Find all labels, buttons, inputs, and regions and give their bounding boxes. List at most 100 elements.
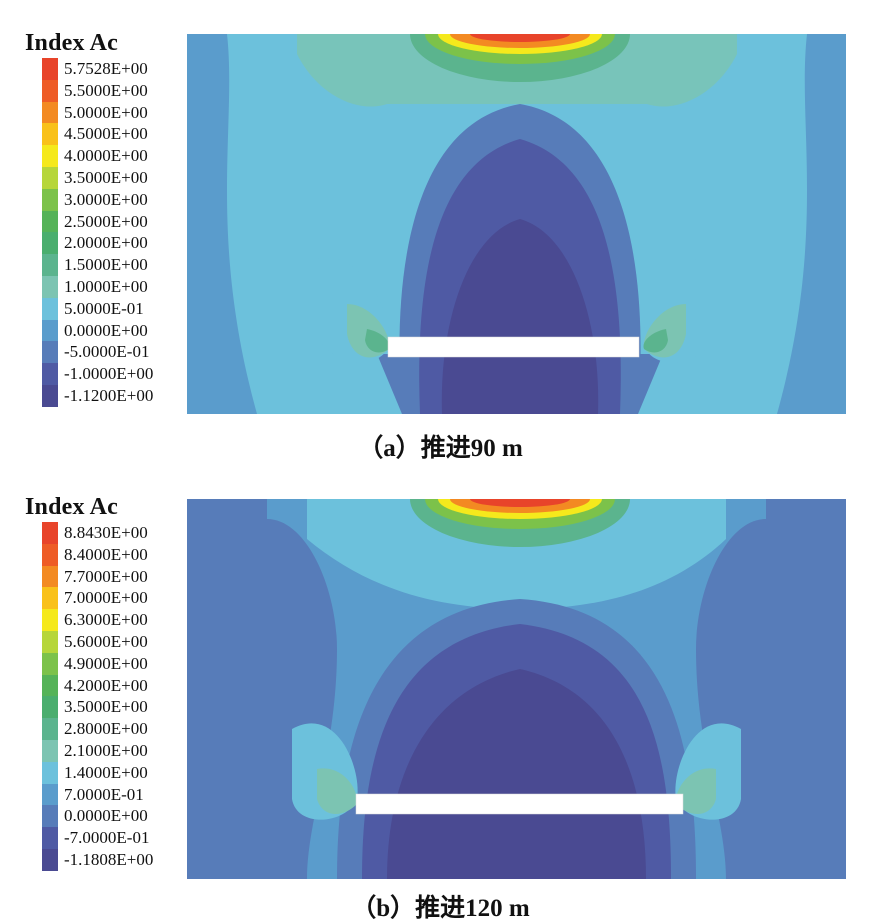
- legend-entry: 4.5000E+00: [42, 123, 192, 146]
- legend-label: 5.6000E+00: [64, 632, 148, 651]
- contour-peak-band-5: [470, 34, 570, 42]
- contour-lobe-right-inner: [675, 768, 716, 815]
- legend-entry: 5.0000E-01: [42, 297, 192, 320]
- panel-b: Index Ac 8.8430E+00 8.4000E+00 7.7000E+00 7…: [0, 462, 881, 924]
- legend-swatch: [42, 587, 58, 610]
- legend-entry: 4.9000E+00: [42, 652, 192, 675]
- legend-swatch: [42, 58, 58, 80]
- legend-entry: 2.5000E+00: [42, 210, 192, 233]
- legend-swatch: [42, 718, 58, 741]
- legend-label: 7.0000E+00: [64, 588, 148, 608]
- legend-entry: 3.5000E+00: [42, 696, 192, 719]
- legend-swatch: [42, 522, 58, 544]
- legend-label: 2.8000E+00: [64, 719, 148, 739]
- legend-entry: 7.0000E-01: [42, 783, 192, 806]
- legend-label: 8.8430E+00: [64, 523, 148, 542]
- legend-swatch: [42, 167, 58, 189]
- legend-entry: 2.0000E+00: [42, 232, 192, 255]
- legend-swatch: [42, 805, 58, 828]
- legend-swatch: [42, 761, 58, 784]
- legend-swatch: [42, 652, 58, 675]
- legend-swatch: [42, 145, 58, 168]
- legend-swatch: [42, 543, 58, 566]
- legend-entry: 2.8000E+00: [42, 718, 192, 741]
- legend-swatch: [42, 674, 58, 697]
- caption: （b）推进120 m: [351, 895, 530, 922]
- panel-a: Index Ac 5.7528E+00 5.5000E+00 5.0000E+00 4…: [25, 30, 846, 462]
- legend-entry: 2.1000E+00: [42, 740, 192, 762]
- legend-label: 1.0000E+00: [64, 277, 148, 296]
- legend-entry: 8.4000E+00: [42, 543, 192, 566]
- legend-label: 0.0000E+00: [64, 320, 148, 340]
- legend-label: 2.5000E+00: [64, 211, 148, 231]
- legend-label: 6.3000E+00: [64, 610, 148, 630]
- legend-swatch: [42, 254, 58, 277]
- legend-label: 3.0000E+00: [64, 189, 148, 209]
- legend-label: 4.2000E+00: [64, 675, 148, 695]
- legend-label: 7.7000E+00: [64, 566, 148, 586]
- goaf-opening: [355, 793, 684, 815]
- legend-swatch: [42, 319, 58, 342]
- legend-label: -5.0000E-01: [64, 342, 150, 362]
- legend-label: 1.5000E+00: [64, 255, 148, 275]
- legend-entry: 5.0000E+00: [42, 101, 192, 124]
- legend-swatch: [42, 276, 58, 298]
- contour-plot: [187, 499, 846, 879]
- legend-label: 3.5000E+00: [64, 168, 148, 187]
- legend-label: 5.0000E+00: [64, 102, 148, 122]
- contour-plot: [187, 34, 846, 414]
- legend-label: 2.1000E+00: [64, 741, 148, 760]
- legend-swatch: [42, 232, 58, 255]
- legend-entry: 5.5000E+00: [42, 79, 192, 102]
- contour-lobe-left-core: [365, 329, 390, 353]
- legend-swatch: [42, 696, 58, 719]
- contour-lobe-left-inner: [317, 768, 358, 815]
- legend-entry: 8.8430E+00: [42, 522, 192, 544]
- legend-swatch: [42, 385, 58, 407]
- legend-swatch: [42, 631, 58, 653]
- legend-label: -7.0000E-01: [64, 828, 150, 848]
- legend-entry: 3.0000E+00: [42, 188, 192, 211]
- legend-label: 5.0000E-01: [64, 298, 144, 318]
- legend-entry: -5.0000E-01: [42, 341, 192, 364]
- contour-peak-band-5: [470, 499, 570, 507]
- legend-entry: 5.6000E+00: [42, 631, 192, 653]
- legend-label: -1.0000E+00: [64, 364, 154, 384]
- legend-entry: 1.4000E+00: [42, 761, 192, 784]
- contour-band-core: [441, 219, 599, 414]
- legend-entry: 1.0000E+00: [42, 276, 192, 298]
- legend-entry: 6.3000E+00: [42, 609, 192, 632]
- legend-entry: -1.0000E+00: [42, 363, 192, 386]
- legend-swatch: [42, 363, 58, 386]
- legend-label: -1.1200E+00: [64, 386, 154, 405]
- legend-label: 7.0000E-01: [64, 784, 144, 804]
- legend-title: Index Ac: [25, 30, 118, 56]
- legend-swatch: [42, 740, 58, 762]
- legend-label: 5.7528E+00: [64, 59, 148, 78]
- legend-label: 0.0000E+00: [64, 806, 148, 826]
- contour-band-core: [387, 669, 646, 879]
- legend-swatch: [42, 79, 58, 102]
- legend-entry: -7.0000E-01: [42, 827, 192, 850]
- legend-label: 4.5000E+00: [64, 124, 148, 144]
- legend-swatch: [42, 188, 58, 211]
- legend-entry: 4.0000E+00: [42, 145, 192, 168]
- legend-swatch: [42, 297, 58, 320]
- legend-entry: 5.7528E+00: [42, 58, 192, 80]
- legend-entry: 7.0000E+00: [42, 587, 192, 610]
- legend-entry: 4.2000E+00: [42, 674, 192, 697]
- legend-entry: 0.0000E+00: [42, 319, 192, 342]
- legend-entry: -1.1808E+00: [42, 849, 192, 871]
- legend-swatch: [42, 609, 58, 632]
- legend-label: 4.0000E+00: [64, 146, 148, 166]
- contour-band-upper: [307, 499, 726, 609]
- legend-label: 8.4000E+00: [64, 544, 148, 564]
- legend-swatch: [42, 101, 58, 124]
- legend-entry: 0.0000E+00: [42, 805, 192, 828]
- legend-swatch: [42, 210, 58, 233]
- legend-entry: 3.5000E+00: [42, 167, 192, 189]
- legend-label: 2.0000E+00: [64, 233, 148, 253]
- legend-label: 4.9000E+00: [64, 653, 148, 673]
- goaf-opening: [387, 336, 640, 358]
- contour-lobe-right-core: [643, 329, 668, 353]
